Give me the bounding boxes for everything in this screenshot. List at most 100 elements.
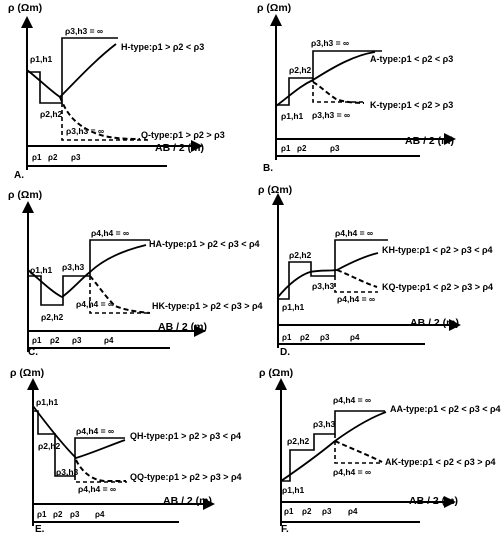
layer-model-step-alt bbox=[334, 434, 381, 464]
sounding-curve bbox=[277, 252, 379, 298]
layer-label-l4a: ρ4,h4 = ∞ bbox=[91, 228, 129, 238]
sounding-curve-alt bbox=[334, 440, 383, 463]
curve-type-upper: KH-type:ρ1 < ρ2 > ρ3 < ρ4 bbox=[382, 245, 493, 255]
layer-strip-label: ρ4 bbox=[348, 507, 358, 516]
sounding-curve-alt bbox=[312, 81, 365, 104]
curve-type-upper: AA-type:ρ1 < ρ2 < ρ3 < ρ4 bbox=[390, 404, 501, 414]
y-axis-label: ρ (Ωm) bbox=[259, 367, 293, 379]
layer-strip-label: ρ4 bbox=[95, 510, 105, 519]
panel-letter: E. bbox=[35, 524, 45, 535]
layer-label-l4a: ρ4,h4 = ∞ bbox=[76, 426, 114, 436]
curve-type-lower: QQ-type:ρ1 > ρ2 > ρ3 > ρ4 bbox=[130, 472, 242, 482]
layer-label-l2: ρ2,h2 bbox=[38, 441, 61, 451]
layer-label-l4b: ρ4,h4 = ∞ bbox=[76, 299, 114, 309]
layer-strip-label: ρ2 bbox=[53, 510, 63, 519]
layer-model-step bbox=[27, 37, 118, 104]
layer-label-l1: ρ1,h1 bbox=[282, 485, 305, 495]
y-axis-label: ρ (Ωm) bbox=[257, 2, 291, 14]
curve-type-lower: Q-type:ρ1 > ρ2 > ρ3 bbox=[141, 130, 225, 140]
curve-type-lower: K-type:ρ1 < ρ2 > ρ3 bbox=[370, 100, 453, 110]
layer-label-l1: ρ1,h1 bbox=[281, 111, 304, 121]
layer-strip-label: ρ1 bbox=[282, 333, 292, 342]
layer-label-l1: ρ1,h1 bbox=[30, 265, 53, 275]
layer-strip-label: ρ3 bbox=[320, 333, 330, 342]
layer-strip-label: ρ3 bbox=[71, 153, 81, 162]
layer-model-step bbox=[276, 50, 382, 106]
layer-model-step-alt bbox=[334, 276, 378, 293]
curve-type-upper: HA-type:ρ1 > ρ2 < ρ3 < ρ4 bbox=[149, 239, 260, 249]
layer-model-step bbox=[33, 410, 125, 477]
layer-strip-label: ρ1 bbox=[281, 144, 291, 153]
layer-model-step-alt bbox=[312, 78, 366, 103]
sounding-curve bbox=[280, 411, 387, 482]
layer-strip-label: ρ3 bbox=[70, 510, 80, 519]
curve-type-lower: KQ-type:ρ1 < ρ2 > ρ3 > ρ4 bbox=[382, 282, 493, 292]
layer-label-l4a: ρ4,h4 = ∞ bbox=[335, 228, 373, 238]
x-axis-label: AB / 2 (m) bbox=[155, 142, 204, 154]
layer-label-l2: ρ2,h2 bbox=[287, 436, 310, 446]
layer-strip-label: ρ3 bbox=[322, 507, 332, 516]
layer-strip-label: ρ1 bbox=[37, 510, 47, 519]
sounding-curve-alt bbox=[89, 275, 151, 314]
layer-label-l2: ρ2,h2 bbox=[289, 65, 312, 75]
layer-model-step-alt bbox=[89, 276, 150, 314]
layer-label-l4a: ρ4,h4 = ∞ bbox=[333, 395, 371, 405]
x-axis-label: AB / 2 (m) bbox=[163, 495, 212, 507]
layer-strip-label: ρ1 bbox=[32, 153, 42, 162]
curve-type-upper: A-type:ρ1 < ρ2 < ρ3 bbox=[370, 54, 453, 64]
layer-label-l1: ρ1,h1 bbox=[36, 397, 59, 407]
curve-type-lower: HK-type:ρ1 > ρ2 < ρ3 > ρ4 bbox=[152, 301, 263, 311]
sounding-curve bbox=[275, 51, 376, 107]
layer-label-l2: ρ2,h2 bbox=[289, 250, 312, 260]
layer-model-step-alt bbox=[61, 103, 148, 141]
panel-d: ρ (Ωm) AB / 2 (m) ρ1,h1 ρ2,h2 ρ3,h3 ρ4,h4 = ∞… bbox=[258, 184, 493, 358]
layer-label-l3: ρ3,h3 bbox=[313, 419, 336, 429]
layer-label-l3: ρ3,h3 bbox=[62, 262, 85, 272]
layer-label-l3: ρ3,h3 bbox=[312, 281, 335, 291]
x-axis-label: AB / 2 (m) bbox=[405, 135, 454, 147]
layer-label-l4b: ρ4,h4 = ∞ bbox=[78, 484, 116, 494]
y-axis-label: ρ (Ωm) bbox=[8, 2, 42, 14]
panel-c: ρ (Ωm) AB / 2 (m) ρ1,h1 ρ2,h2 ρ3,h3 ρ4,h4 = ∞… bbox=[8, 189, 263, 358]
layer-label-l3a: ρ3,h3 = ∞ bbox=[311, 38, 349, 48]
layer-strip-label: ρ4 bbox=[104, 336, 114, 345]
panel-letter: D. bbox=[280, 347, 290, 358]
layer-strip-label: ρ2 bbox=[48, 153, 58, 162]
layer-strip-label: ρ2 bbox=[297, 144, 307, 153]
layer-strip-label: ρ1 bbox=[284, 507, 294, 516]
sounding-curve-alt bbox=[75, 459, 126, 482]
curve-type-upper: QH-type:ρ1 > ρ2 > ρ3 < ρ4 bbox=[130, 431, 241, 441]
panel-letter: F. bbox=[281, 524, 289, 535]
layer-label-l3: ρ3,h3 bbox=[56, 467, 79, 477]
panel-letter: A. bbox=[14, 170, 24, 181]
layer-label-l2: ρ2,h2 bbox=[41, 312, 64, 322]
layer-strip-label: ρ1 bbox=[32, 336, 42, 345]
x-axis-label: AB / 2 (m) bbox=[158, 321, 207, 333]
layer-model-step-alt bbox=[74, 476, 127, 483]
y-axis-label: ρ (Ωm) bbox=[10, 367, 44, 379]
layer-strip-label: ρ2 bbox=[302, 507, 312, 516]
curve-type-upper: H-type:ρ1 > ρ2 < ρ3 bbox=[121, 42, 204, 52]
layer-label-l4b: ρ4,h4 = ∞ bbox=[333, 467, 371, 477]
panel-b: ρ (Ωm) AB / 2 (m) ρ1,h1 ρ2,h2 ρ3,h3 = ∞ ρ3,h3… bbox=[257, 2, 456, 174]
sounding-curve bbox=[26, 43, 117, 99]
layer-label-l3b: ρ3,h3 = ∞ bbox=[66, 126, 104, 136]
x-axis-label: AB / 2 (m) bbox=[410, 317, 459, 329]
layer-strip-label: ρ4 bbox=[350, 333, 360, 342]
layer-label-l2: ρ2,h2 bbox=[40, 109, 63, 119]
layer-strip-label: ρ3 bbox=[72, 336, 82, 345]
panel-letter: C. bbox=[28, 347, 38, 358]
layer-model-step bbox=[278, 239, 388, 300]
layer-strip-label: ρ2 bbox=[50, 336, 60, 345]
sounding-curve bbox=[32, 405, 126, 460]
layer-strip-label: ρ3 bbox=[330, 144, 340, 153]
panel-e: ρ (Ωm) AB / 2 (m) ρ1,h1 ρ2,h2 ρ3,h3 ρ4,h4 = ∞… bbox=[10, 367, 242, 535]
layer-label-l1: ρ1,h1 bbox=[282, 302, 305, 312]
layer-label-l3a: ρ3,h3 = ∞ bbox=[65, 26, 103, 36]
y-axis-label: ρ (Ωm) bbox=[8, 189, 42, 201]
y-axis-label: ρ (Ωm) bbox=[258, 184, 292, 196]
sounding-curve-alt bbox=[336, 269, 378, 288]
